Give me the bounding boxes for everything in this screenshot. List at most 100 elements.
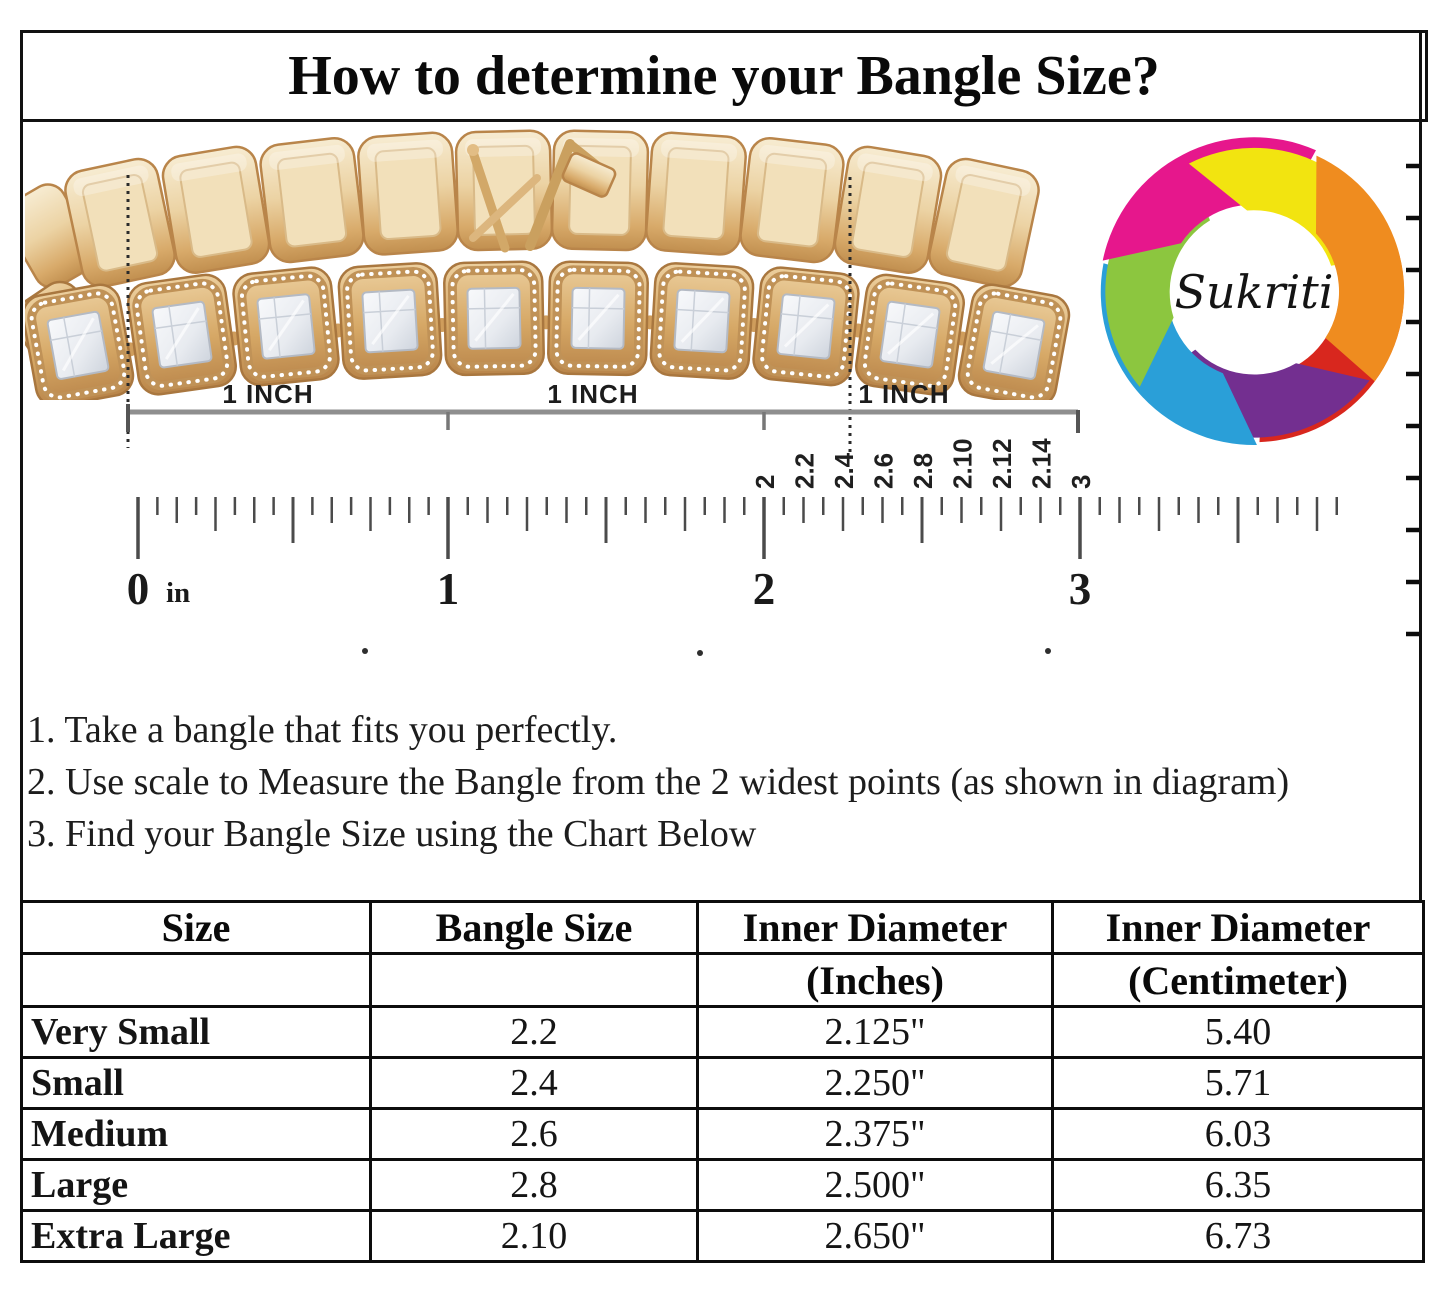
page-title: How to determine your Bangle Size? [288,45,1160,107]
pave-dots [29,291,127,400]
size-chart-row: Very Small 2.2 2.125" 5.40 [20,1005,1425,1059]
bracelet-top-link [928,157,1040,288]
bracelet-top-link [739,136,845,264]
diamond-facets [154,306,207,366]
pave-dots [239,274,333,379]
diamond-facets [676,290,729,351]
bracelet-top-link [357,131,459,256]
inner-diameter-cm-cell: 5.40 [1051,1005,1425,1059]
header-bangle-size-sub [369,952,699,1008]
diamond-facets [259,297,311,358]
bracelet-diamond-link [547,260,649,377]
instructions-list: 1. Take a bangle that fits you perfectly… [27,704,1417,860]
diamond-facets [363,291,416,352]
size-chart-row: Large 2.8 2.500" 6.35 [20,1158,1425,1212]
pave-dots [862,281,958,388]
link-face [945,173,1023,272]
link-highlight [661,139,738,162]
brand-logo: Sukriti [1100,137,1405,445]
bracelet-diamond-link [649,262,755,380]
logo-swirl [1100,137,1405,445]
link-highlight [759,144,835,170]
inner-diameter-inches-cell: 2.125" [696,1005,1054,1059]
inner-diameter-inches-cell: 2.375" [696,1107,1054,1161]
title-bar: How to determine your Bangle Size? [20,30,1428,122]
diamond-sparkle [887,312,935,355]
bracelet-top-link [64,157,176,288]
table-header-row-2: (Inches) (Centimeter) [20,952,1425,1008]
bangle-size-cell: 2.6 [369,1107,699,1161]
inch-bracket-label-3: 1 INCH [858,379,950,409]
clasp-prong [469,174,541,242]
inner-diameter-cm-cell: 6.35 [1051,1158,1425,1212]
header-inner-diameter-cm: Inner Diameter [1051,900,1425,955]
bracelet-diamond-link [752,266,860,387]
instruction-item-3: 3. Find your Bangle Size using the Chart… [27,813,757,855]
diamond-sparkle [577,293,620,341]
size-name-cell: Small [20,1056,372,1110]
link-face [276,152,348,248]
diamond-sparkle [990,324,1039,365]
size-chart-row: Extra Large 2.10 2.650" 6.73 [20,1209,1425,1263]
bracelet-diamond-link [957,283,1071,400]
inch-bracket-label-2: 1 INCH [547,379,639,409]
link-face [851,161,925,258]
bracelet-photo [25,129,1071,400]
bangle-size-cell: 2.10 [369,1209,699,1263]
inch-bracket-label-1: 1 INCH [222,379,314,409]
brand-logo-text: Sukriti [1175,265,1334,319]
diamond-sparkle [783,303,830,348]
pave-dots [759,274,853,379]
link-face [374,147,442,241]
clasp-box [561,152,617,198]
inner-diameter-inches-cell: 2.500" [696,1158,1054,1212]
bracelet-links [25,129,1071,400]
pave-dots [965,291,1063,400]
size-chart-table: Size Bangle Size Inner Diameter Inner Di… [20,900,1425,1263]
inner-diameter-cm-cell: 5.71 [1051,1056,1425,1110]
link-face [662,147,730,241]
link-highlight [171,153,247,182]
inner-diameter-inches-cell: 2.650" [696,1209,1054,1263]
header-bangle-size: Bangle Size [369,900,699,955]
diamond-facets [572,288,625,349]
size-name-cell: Very Small [20,1005,372,1059]
table-header-row-1: Size Bangle Size Inner Diameter Inner Di… [20,900,1425,955]
link-highlight [269,144,345,170]
instruction-item-2: 2. Use scale to Measure the Bangle from … [27,761,1290,803]
pave-dots [554,267,642,369]
clasp-prong [525,139,575,251]
bracelet-diamond-link [127,273,237,396]
diamond-sparkle [371,294,410,345]
bracelet-diamond-link [25,283,135,400]
link-face [756,152,828,248]
pave-dots [657,269,747,373]
size-name-cell: Extra Large [20,1209,372,1263]
bangle-size-cell: 2.2 [369,1005,699,1059]
inner-diameter-cm-cell: 6.73 [1051,1209,1425,1263]
bangle-size-cell: 2.8 [369,1158,699,1212]
clasp-prong [468,147,510,253]
link-highlight [955,165,1031,197]
link-face [179,161,253,258]
pave-dots [450,267,538,369]
header-inner-diameter-inches: Inner Diameter [696,900,1054,955]
size-chart-row: Small 2.4 2.250" 5.71 [20,1056,1425,1110]
size-name-cell: Medium [20,1107,372,1161]
header-size-sub [20,952,372,1008]
bracelet-diamond-link [855,273,965,396]
clasp-pin [467,144,479,156]
bracelet-diamond-link [443,260,545,377]
header-centimeter-unit: (Centimeter) [1051,952,1425,1008]
bracelet-top-link [645,131,747,256]
bangle-size-cell: 2.4 [369,1056,699,1110]
link-highlight [464,137,542,158]
inner-diameter-cm-cell: 6.03 [1051,1107,1425,1161]
diamond-sparkle [61,317,95,372]
pave-dots [134,281,230,388]
instruction-item-1: 1. Take a bangle that fits you perfectly… [27,709,618,751]
diamond-sparkle [164,307,200,360]
size-name-cell: Large [20,1158,372,1212]
diamond-sparkle [268,299,305,352]
